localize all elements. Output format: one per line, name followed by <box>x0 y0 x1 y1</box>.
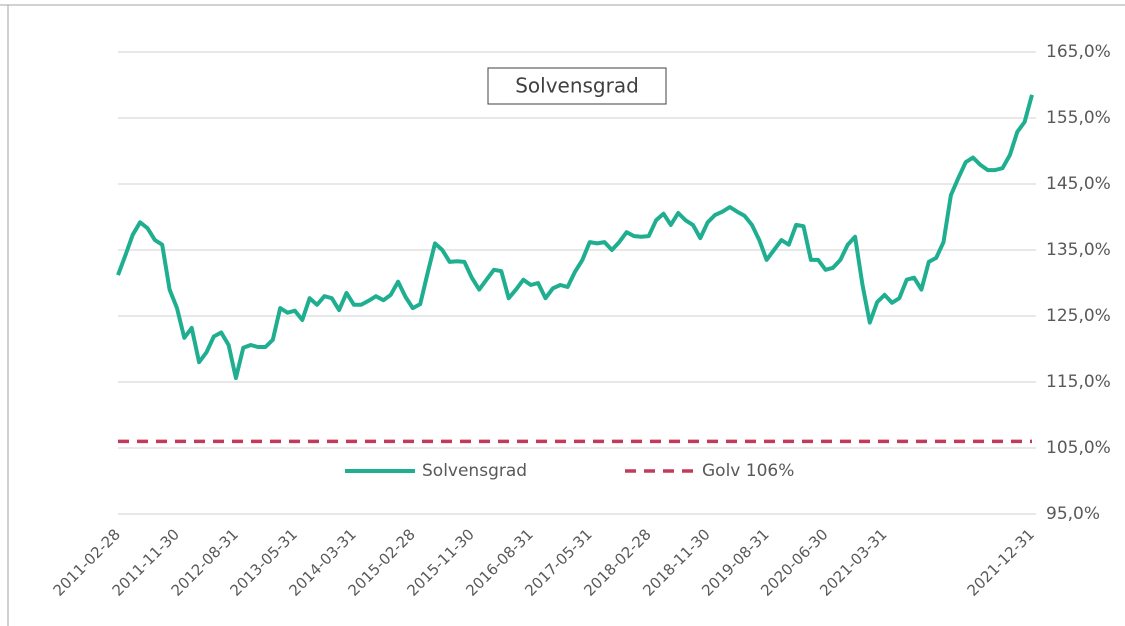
y-tick-label: 115,0% <box>1046 372 1111 392</box>
chart-title: Solvensgrad <box>515 74 639 98</box>
y-tick-label: 165,0% <box>1046 42 1111 62</box>
y-tick-label: 145,0% <box>1046 174 1111 194</box>
legend-label: Solvensgrad <box>422 461 527 481</box>
legend-label: Golv 106% <box>702 461 794 481</box>
x-tick-label: 2021-12-31 <box>964 525 1038 599</box>
y-tick-label: 105,0% <box>1046 438 1111 458</box>
y-tick-label: 95,0% <box>1046 504 1100 524</box>
title-box <box>487 67 667 105</box>
y-tick-label: 155,0% <box>1046 108 1111 128</box>
y-tick-label: 125,0% <box>1046 306 1111 326</box>
series-line <box>116 94 1034 380</box>
y-tick-label: 135,0% <box>1046 240 1111 260</box>
